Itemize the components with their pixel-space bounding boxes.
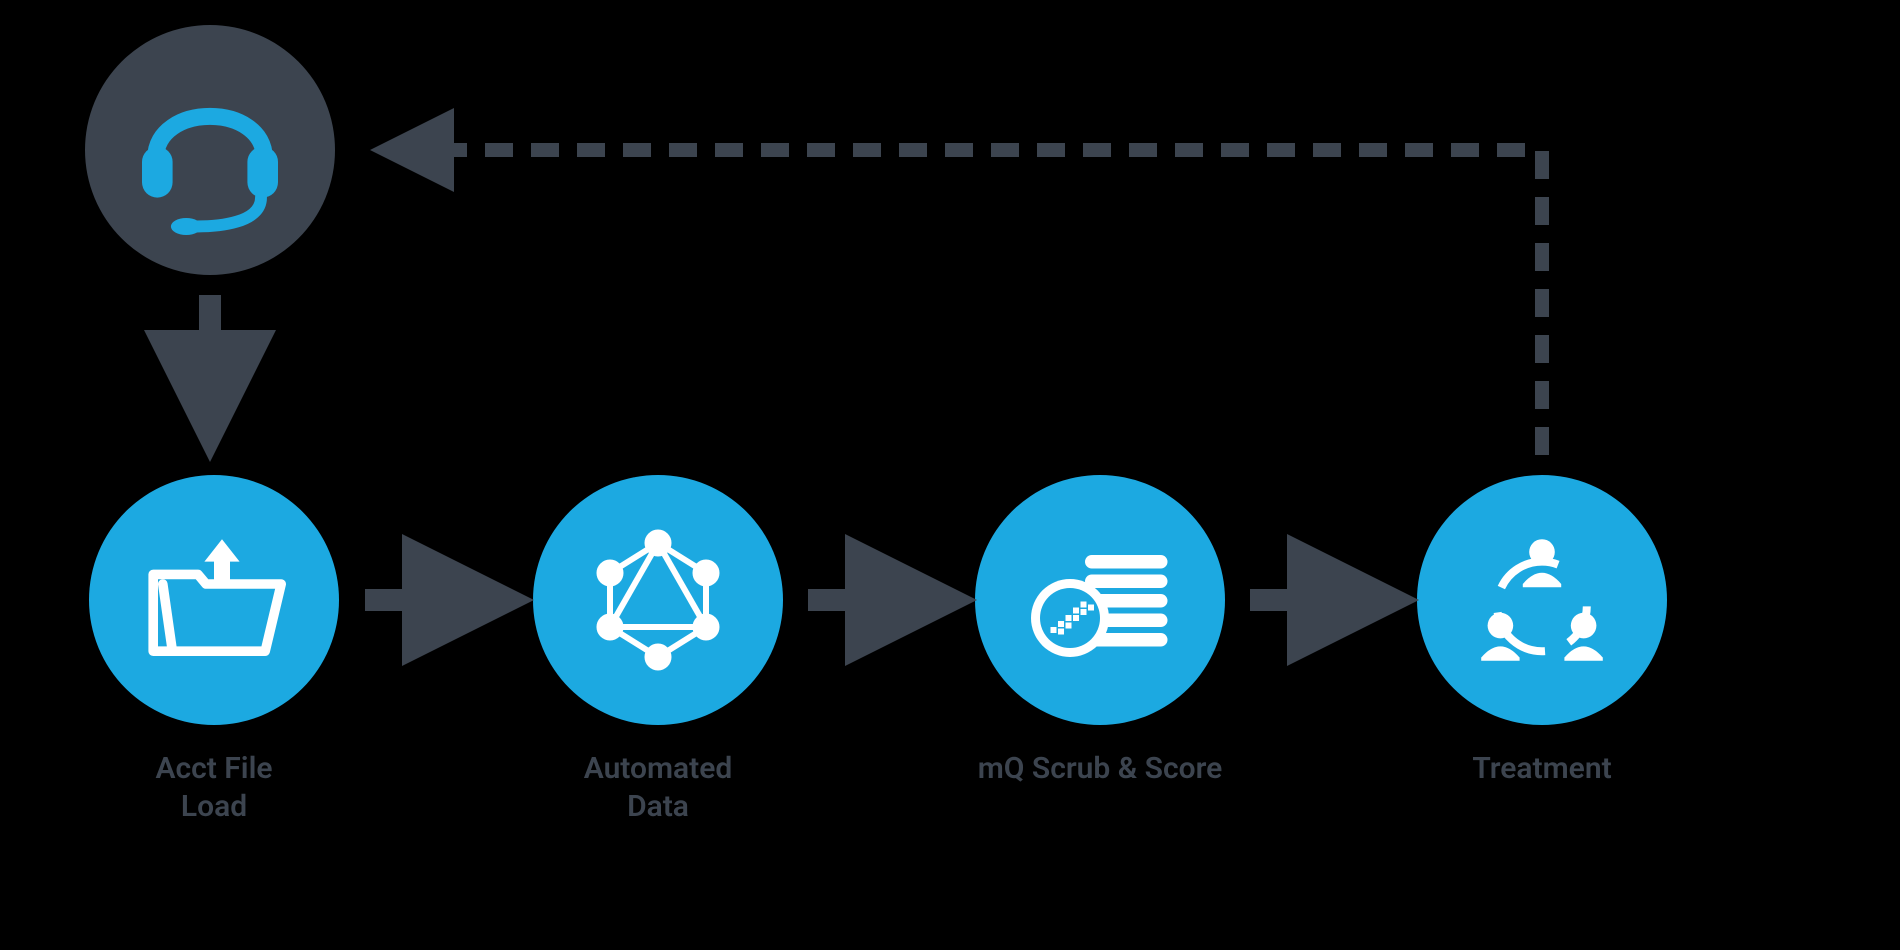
node-acct-file-load	[89, 475, 339, 725]
node-treatment	[1417, 475, 1667, 725]
flow-diagram: Acct File Load	[0, 0, 1900, 950]
graph-network-icon	[583, 525, 733, 675]
arrow-treatment-to-headset-dashed	[398, 150, 1542, 455]
folder-upload-icon	[134, 520, 294, 680]
scrub-score-icon	[1015, 525, 1185, 675]
label-acct-file-load: Acct File Load	[64, 750, 364, 825]
node-automated-data	[533, 475, 783, 725]
node-scrub-score	[975, 475, 1225, 725]
headset-icon	[125, 65, 295, 235]
node-headset	[85, 25, 335, 275]
label-automated-data: Automated Data	[508, 750, 808, 825]
people-circle-icon	[1462, 520, 1622, 680]
label-treatment: Treatment	[1392, 750, 1692, 788]
label-scrub-score: mQ Scrub & Score	[925, 750, 1275, 788]
